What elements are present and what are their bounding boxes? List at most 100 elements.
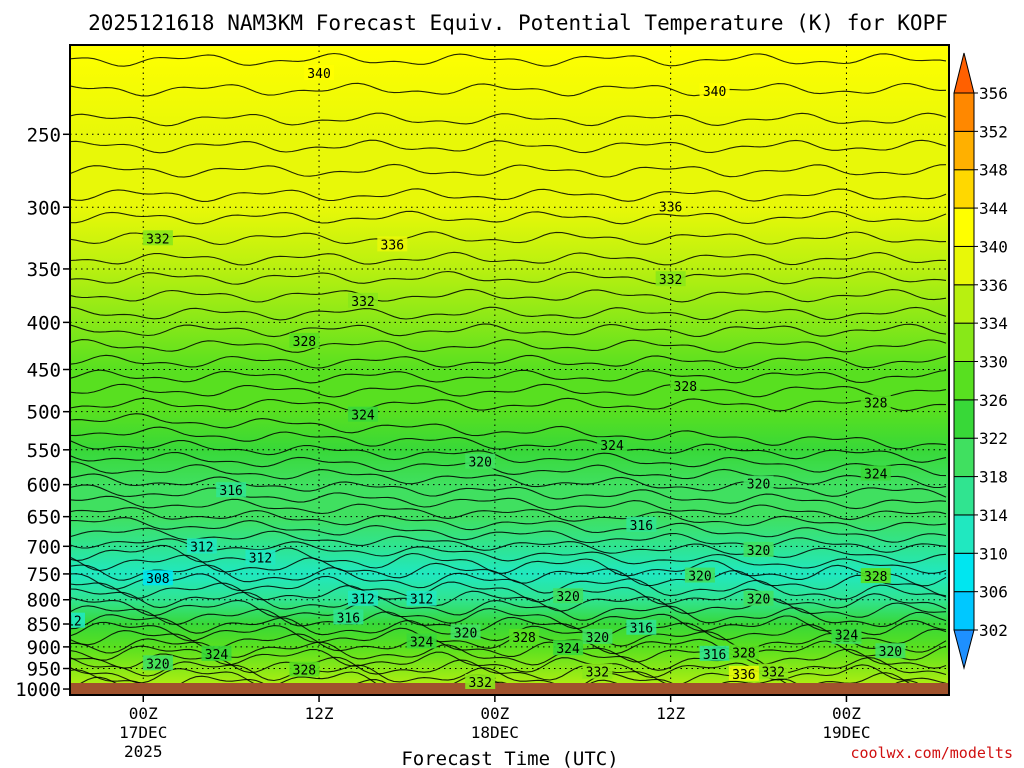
contour-line: [70, 306, 947, 321]
contour-label-bg: [582, 628, 613, 644]
colorbar-label: 344: [979, 199, 1008, 218]
contour-label: 316: [337, 611, 360, 626]
contour-label: 324: [864, 467, 888, 482]
contour-line: [70, 82, 947, 97]
x-tick-label: 12Z: [656, 704, 685, 723]
contour-label-bg: [597, 437, 628, 453]
pressure-axis: 2503003504004505005506006507007508008509…: [15, 124, 70, 701]
contour-label: 320: [454, 626, 477, 641]
contour-line: [70, 231, 947, 246]
contour-line: [70, 451, 947, 489]
y-tick-label: 300: [27, 197, 61, 219]
contour-line: [70, 554, 947, 597]
contour-line: [70, 139, 947, 154]
contour-label: 332: [761, 666, 784, 681]
colorbar-label: 352: [979, 122, 1008, 141]
contour-line: [70, 527, 947, 564]
colorbar-label: 326: [979, 391, 1008, 410]
y-tick-label: 850: [27, 614, 61, 636]
contour-label: 340: [307, 67, 330, 82]
contour-line: [70, 354, 947, 369]
colorbar-label: 322: [979, 429, 1008, 448]
contour-label: 308: [146, 572, 169, 587]
contour-line: [70, 369, 947, 384]
contour-label: 312: [351, 593, 374, 608]
contour-label: 324: [205, 648, 229, 663]
x-axis-label: Forecast Time (UTC): [401, 748, 618, 768]
x-tick-label: 2025: [124, 742, 163, 761]
colorbar-swatch: [953, 207, 975, 247]
contour-label-bg: [289, 661, 320, 677]
contour-label-bg: [348, 292, 378, 308]
contour-line: [70, 383, 947, 398]
contour-line: [70, 605, 947, 645]
contour-line: [70, 582, 947, 618]
contour-label: 320: [879, 645, 902, 660]
y-tick-label: 550: [27, 440, 61, 462]
contour-line: [70, 426, 947, 463]
contour-label: 340: [703, 85, 726, 100]
contour-label: 320: [146, 657, 169, 672]
contour-label-bg: [699, 83, 730, 99]
contour-line: [70, 573, 947, 610]
contour-line: [70, 413, 947, 450]
contour-label: 332: [468, 676, 491, 691]
contour-line: [70, 596, 947, 636]
contour-label-bg: [406, 633, 437, 649]
contour-line: [70, 397, 947, 412]
colorbar-swatch: [953, 284, 975, 324]
contour-label-bg: [377, 236, 408, 252]
contour-label: 312: [249, 552, 272, 567]
contour-label-bg: [201, 645, 232, 661]
contour-label-bg: [186, 538, 217, 554]
contour-line: [70, 112, 947, 127]
contour-label-bg: [450, 624, 481, 640]
colorbar-swatch: [953, 437, 975, 478]
contour-line: [70, 517, 947, 553]
contour-label-bg: [875, 643, 906, 659]
contour-line: [70, 484, 947, 521]
y-tick-label: 500: [27, 402, 61, 424]
contour-label-bg: [626, 516, 657, 532]
contour-label: 320: [747, 478, 770, 493]
colorbar-swatch: [953, 322, 975, 362]
y-tick-label: 700: [27, 536, 61, 558]
chart-title: 2025121618 NAM3KM Forecast Equiv. Potent…: [88, 11, 948, 35]
colorbar-swatch: [953, 552, 975, 593]
contour-label: 324: [600, 439, 624, 454]
colorbar-label: 314: [979, 506, 1008, 525]
contour-label: 328: [674, 380, 697, 395]
contour-label-bg: [553, 588, 584, 604]
contour-label-bg: [860, 465, 891, 481]
contour-label-bg: [860, 394, 891, 410]
y-tick-label: 750: [27, 564, 61, 586]
contour-labels: 340 340 336 336 332 332 332 328 328 328 324 324 324 3…: [70, 64, 906, 691]
contour-label-bg: [684, 567, 715, 583]
contour-label: 324: [835, 629, 859, 644]
contour-label-bg: [743, 590, 774, 606]
contour-label: 324: [410, 635, 434, 650]
colorbar-label: 340: [979, 237, 1008, 256]
contour-label: 320: [556, 590, 579, 605]
contour-line: [70, 614, 947, 653]
contour-label: 328: [864, 570, 887, 585]
contour-label: 316: [630, 622, 653, 637]
colorbar-min-arrow: [953, 629, 975, 670]
contour-label-bg: [245, 549, 276, 565]
contour-line: [70, 621, 947, 661]
contour-label: 328: [512, 631, 535, 646]
contour-line: [70, 188, 947, 202]
y-tick-label: 800: [27, 590, 61, 612]
contour-label: 332: [659, 273, 682, 288]
y-tick-label: 950: [27, 659, 61, 681]
x-tick-label: 19DEC: [822, 723, 870, 742]
contour-line: [70, 507, 947, 543]
contour-label: 324: [351, 409, 375, 424]
contour-label-bg: [582, 663, 613, 679]
contour-label-bg: [860, 568, 891, 584]
colorbar-swatch: [953, 92, 975, 132]
contour-label-bg: [142, 230, 173, 246]
contour-label: 328: [293, 664, 316, 679]
ground-bar: [70, 683, 949, 695]
